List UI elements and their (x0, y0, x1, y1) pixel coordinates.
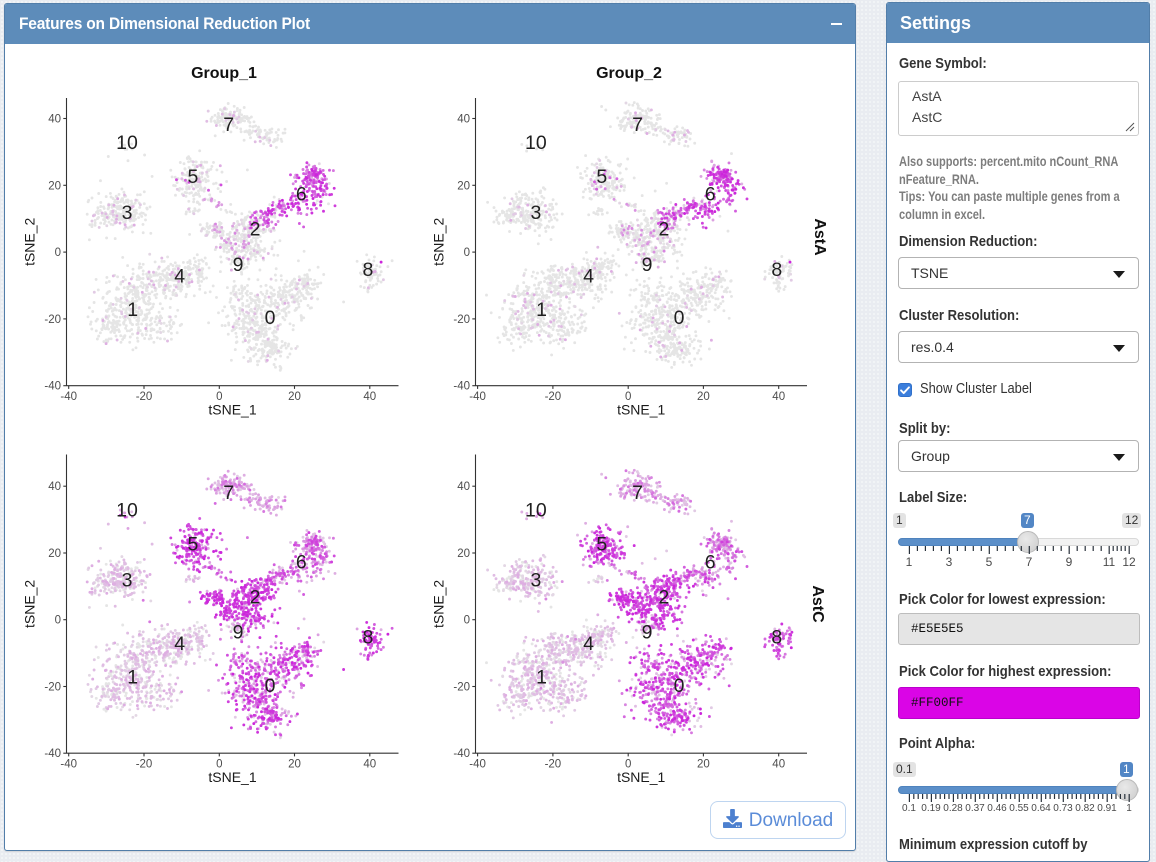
svg-text:-20: -20 (44, 314, 61, 326)
svg-text:0: 0 (464, 615, 470, 627)
svg-text:tSNE_1: tSNE_1 (208, 402, 256, 418)
svg-text:20: 20 (457, 548, 470, 560)
svg-text:40: 40 (772, 759, 785, 771)
svg-text:8: 8 (771, 626, 782, 648)
svg-text:0: 0 (625, 759, 631, 771)
svg-text:-20: -20 (136, 759, 153, 771)
svg-text:tSNE_2: tSNE_2 (431, 217, 447, 265)
svg-text:AstC: AstC (809, 585, 826, 623)
svg-text:7: 7 (223, 114, 234, 136)
svg-text:20: 20 (48, 548, 61, 560)
svg-text:3: 3 (530, 570, 541, 592)
svg-text:1: 1 (536, 299, 547, 321)
svg-text:0: 0 (464, 247, 470, 259)
svg-text:9: 9 (233, 621, 244, 643)
svg-text:40: 40 (48, 481, 61, 493)
svg-text:10: 10 (525, 500, 547, 522)
svg-text:AstA: AstA (811, 218, 828, 256)
svg-text:6: 6 (705, 184, 716, 206)
svg-text:4: 4 (174, 633, 185, 655)
svg-text:20: 20 (288, 391, 301, 403)
svg-text:20: 20 (697, 391, 710, 403)
svg-text:-20: -20 (136, 391, 153, 403)
svg-text:3: 3 (122, 202, 133, 224)
svg-text:Group_2: Group_2 (596, 65, 662, 82)
svg-text:6: 6 (705, 551, 716, 573)
svg-text:2: 2 (658, 586, 669, 608)
svg-text:20: 20 (697, 759, 710, 771)
svg-text:40: 40 (48, 114, 61, 126)
svg-text:0: 0 (625, 391, 631, 403)
svg-text:40: 40 (457, 481, 470, 493)
svg-text:-40: -40 (44, 748, 61, 760)
svg-text:0: 0 (216, 759, 222, 771)
svg-text:5: 5 (187, 166, 198, 188)
svg-text:-40: -40 (44, 381, 61, 393)
svg-text:0: 0 (55, 247, 61, 259)
svg-text:5: 5 (596, 534, 607, 556)
svg-text:0: 0 (216, 391, 222, 403)
svg-text:-20: -20 (545, 759, 562, 771)
svg-text:0: 0 (265, 675, 276, 697)
svg-text:9: 9 (642, 621, 653, 643)
svg-text:2: 2 (250, 219, 261, 241)
svg-text:20: 20 (457, 180, 470, 192)
svg-text:7: 7 (632, 114, 643, 136)
svg-text:2: 2 (250, 586, 261, 608)
svg-text:10: 10 (525, 132, 547, 154)
svg-text:tSNE_2: tSNE_2 (22, 217, 38, 265)
svg-text:40: 40 (363, 391, 376, 403)
svg-text:5: 5 (596, 166, 607, 188)
svg-text:2: 2 (658, 219, 669, 241)
svg-text:3: 3 (530, 202, 541, 224)
svg-text:7: 7 (223, 482, 234, 504)
svg-text:-40: -40 (60, 391, 77, 403)
svg-text:6: 6 (296, 184, 307, 206)
svg-text:-40: -40 (453, 748, 470, 760)
svg-text:1: 1 (536, 666, 547, 688)
svg-text:10: 10 (116, 500, 138, 522)
svg-text:0: 0 (265, 307, 276, 329)
svg-text:Group_1: Group_1 (191, 65, 257, 82)
svg-text:0: 0 (674, 675, 685, 697)
svg-text:-20: -20 (545, 391, 562, 403)
svg-text:9: 9 (642, 254, 653, 276)
svg-text:10: 10 (116, 132, 138, 154)
svg-text:3: 3 (122, 570, 133, 592)
svg-text:20: 20 (48, 180, 61, 192)
svg-text:-40: -40 (469, 391, 486, 403)
svg-text:-20: -20 (44, 682, 61, 694)
svg-text:5: 5 (187, 534, 198, 556)
svg-text:tSNE_2: tSNE_2 (22, 580, 38, 628)
svg-text:8: 8 (362, 259, 373, 281)
svg-text:6: 6 (296, 551, 307, 573)
svg-text:-40: -40 (60, 759, 77, 771)
svg-text:40: 40 (363, 759, 376, 771)
svg-text:4: 4 (583, 266, 594, 288)
svg-text:8: 8 (771, 259, 782, 281)
svg-text:1: 1 (127, 666, 138, 688)
svg-text:40: 40 (772, 391, 785, 403)
svg-text:8: 8 (362, 626, 373, 648)
svg-text:4: 4 (583, 633, 594, 655)
svg-text:40: 40 (457, 114, 470, 126)
svg-text:0: 0 (55, 615, 61, 627)
svg-text:tSNE_1: tSNE_1 (617, 402, 665, 418)
svg-text:0: 0 (674, 307, 685, 329)
svg-text:tSNE_1: tSNE_1 (208, 769, 256, 785)
svg-text:-20: -20 (453, 682, 470, 694)
svg-text:tSNE_1: tSNE_1 (617, 769, 665, 785)
svg-text:9: 9 (233, 254, 244, 276)
svg-text:7: 7 (632, 482, 643, 504)
svg-text:-40: -40 (453, 381, 470, 393)
svg-text:1: 1 (127, 299, 138, 321)
svg-text:tSNE_2: tSNE_2 (431, 580, 447, 628)
svg-text:20: 20 (288, 759, 301, 771)
svg-text:-40: -40 (469, 759, 486, 771)
svg-text:4: 4 (174, 266, 185, 288)
svg-text:-20: -20 (453, 314, 470, 326)
